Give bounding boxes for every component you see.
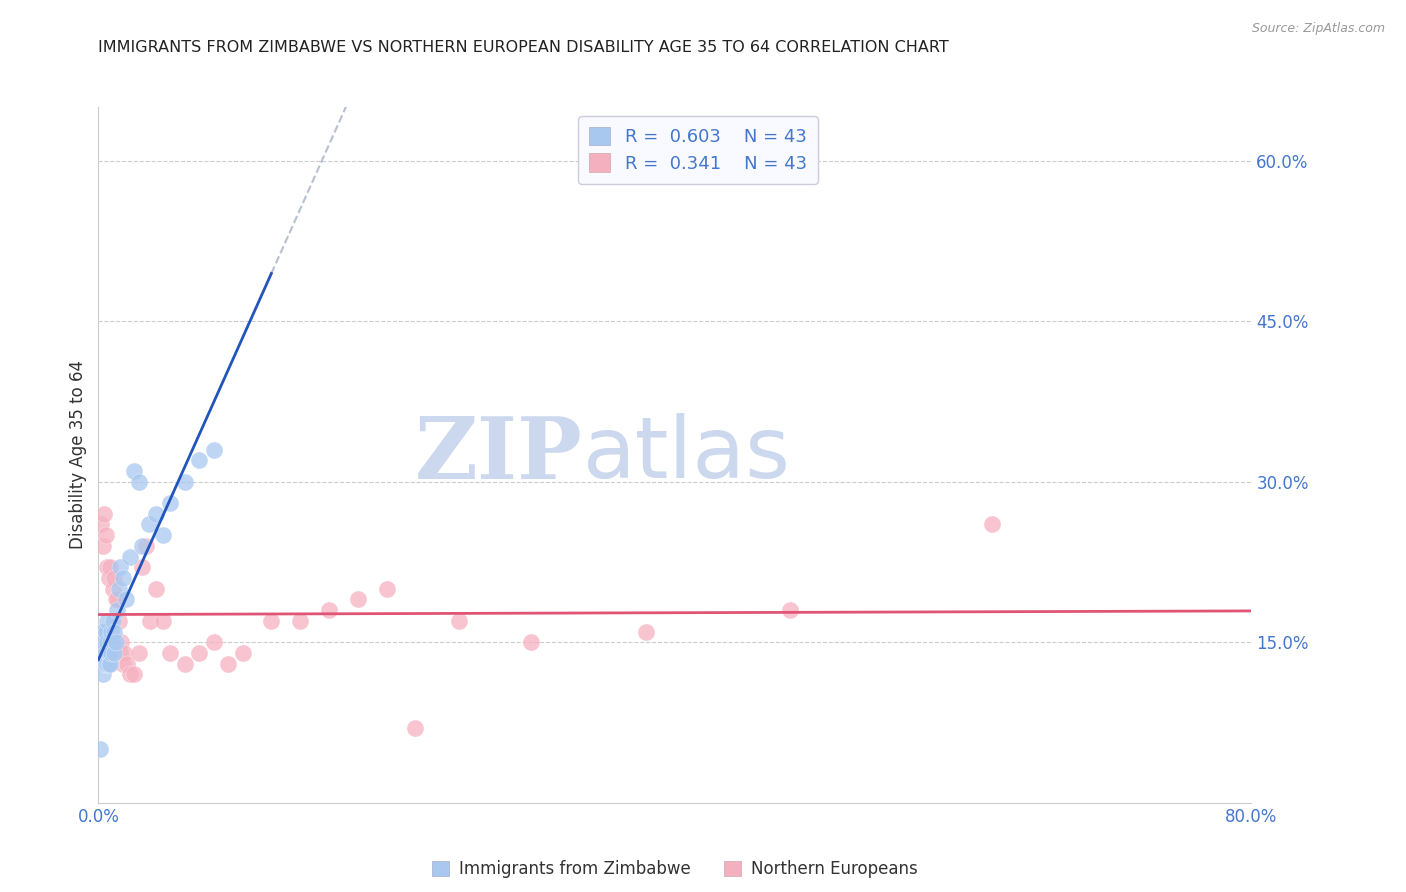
Point	[520, 635, 543, 649]
Point	[97, 571, 120, 585]
Point	[128, 475, 150, 489]
Point	[152, 614, 174, 628]
Point	[779, 603, 801, 617]
Point	[89, 646, 111, 660]
Point	[152, 528, 174, 542]
Point	[131, 560, 153, 574]
Point	[138, 517, 160, 532]
Text: ZIP: ZIP	[415, 413, 582, 497]
Point	[89, 742, 111, 756]
Point	[111, 657, 134, 671]
Point	[100, 646, 122, 660]
Point	[107, 614, 129, 628]
Text: IMMIGRANTS FROM ZIMBABWE VS NORTHERN EUROPEAN DISABILITY AGE 35 TO 64 CORRELATIO: IMMIGRANTS FROM ZIMBABWE VS NORTHERN EUR…	[98, 40, 949, 55]
Point	[91, 539, 114, 553]
Y-axis label: Disability Age 35 to 64: Disability Age 35 to 64	[69, 360, 87, 549]
Point	[107, 582, 129, 596]
Point	[94, 528, 117, 542]
Point	[105, 592, 128, 607]
Point	[120, 549, 142, 564]
Point	[100, 624, 122, 639]
Point	[318, 603, 340, 617]
Point	[93, 657, 115, 671]
Point	[202, 442, 225, 457]
Point	[112, 646, 135, 660]
Point	[124, 667, 146, 681]
Point	[124, 464, 146, 478]
Text: Source: ZipAtlas.com: Source: ZipAtlas.com	[1251, 22, 1385, 36]
Point	[100, 635, 122, 649]
Point	[174, 657, 197, 671]
Point	[93, 635, 115, 649]
Point	[89, 624, 111, 639]
Point	[260, 614, 283, 628]
Point	[202, 635, 225, 649]
Point	[90, 517, 112, 532]
Point	[105, 603, 128, 617]
Point	[131, 539, 153, 553]
Point	[98, 635, 121, 649]
Point	[96, 657, 118, 671]
Point	[91, 667, 114, 681]
Point	[103, 624, 125, 639]
Point	[94, 646, 117, 660]
Point	[159, 496, 181, 510]
Point	[636, 624, 658, 639]
Point	[188, 646, 211, 660]
Point	[231, 646, 254, 660]
Point	[111, 571, 134, 585]
Point	[91, 646, 114, 660]
Point	[96, 614, 118, 628]
Point	[96, 560, 118, 574]
Point	[117, 657, 139, 671]
Point	[98, 657, 121, 671]
Point	[94, 657, 117, 671]
Point	[139, 614, 162, 628]
Point	[96, 635, 118, 649]
Point	[93, 507, 115, 521]
Point	[108, 560, 131, 574]
Point	[98, 560, 121, 574]
Point	[145, 582, 167, 596]
Point	[188, 453, 211, 467]
Point	[217, 657, 239, 671]
Point	[90, 657, 112, 671]
Point	[159, 646, 181, 660]
Point	[91, 624, 114, 639]
Point	[346, 592, 368, 607]
Point	[174, 475, 197, 489]
Point	[90, 635, 112, 649]
Point	[290, 614, 312, 628]
Point	[114, 592, 136, 607]
Point	[104, 592, 127, 607]
Point	[405, 721, 427, 735]
Point	[981, 517, 1004, 532]
Point	[145, 507, 167, 521]
Point	[120, 667, 142, 681]
Point	[101, 635, 124, 649]
Point	[97, 657, 120, 671]
Point	[108, 646, 131, 660]
Point	[97, 646, 120, 660]
Legend: Immigrants from Zimbabwe, Northern Europeans: Immigrants from Zimbabwe, Northern Europ…	[426, 854, 924, 885]
Point	[94, 624, 117, 639]
Point	[375, 582, 398, 596]
Point	[128, 646, 150, 660]
Point	[135, 539, 157, 553]
Point	[101, 582, 124, 596]
Point	[103, 646, 125, 660]
Point	[110, 635, 132, 649]
Point	[447, 614, 470, 628]
Point	[103, 571, 125, 585]
Text: atlas: atlas	[582, 413, 790, 497]
Point	[101, 614, 124, 628]
Point	[104, 635, 127, 649]
